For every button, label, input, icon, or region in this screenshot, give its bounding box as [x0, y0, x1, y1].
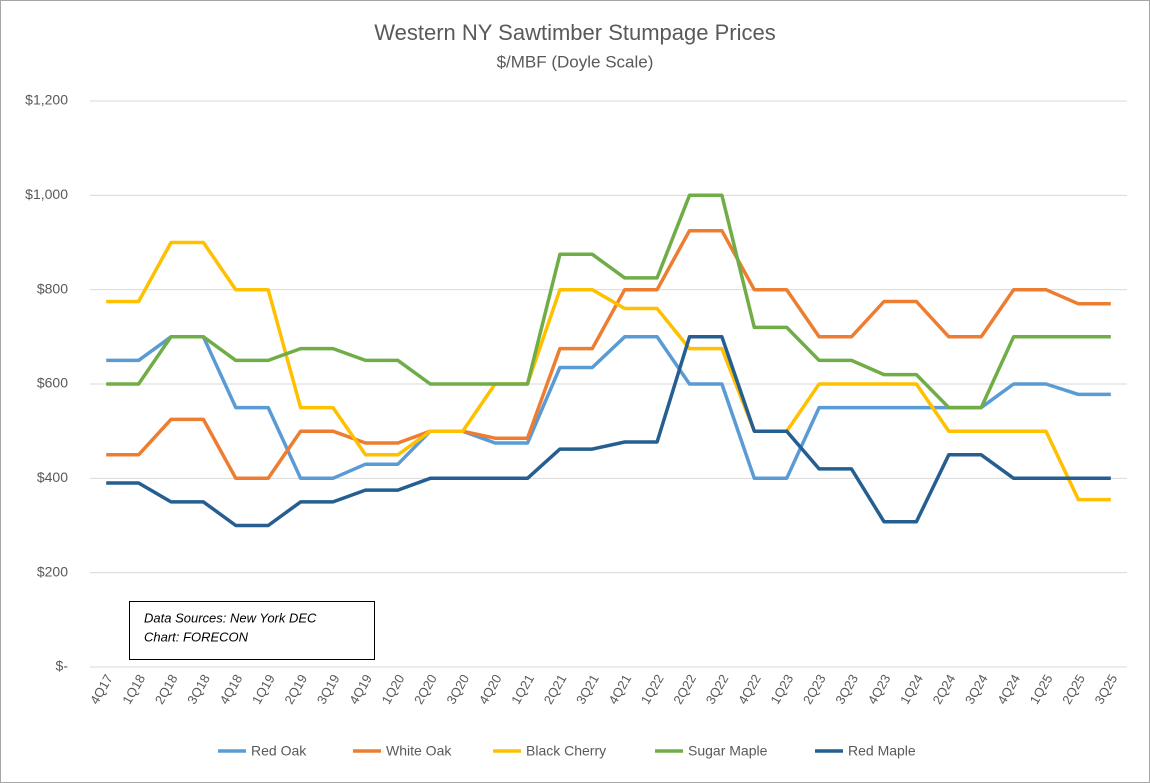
annotation-box [129, 601, 375, 660]
series-line [106, 240, 1111, 502]
y-tick-label: $1,200 [25, 92, 68, 108]
legend-label: Sugar Maple [688, 743, 768, 759]
legend-label: Red Maple [848, 743, 916, 759]
y-tick-label: $1,000 [25, 186, 68, 202]
annotation: Data Sources: New York DEC [144, 610, 317, 625]
series-line [106, 335, 1111, 528]
chart-title: Western NY Sawtimber Stumpage Prices [374, 20, 775, 45]
legend-label: Red Oak [251, 743, 307, 759]
legend-label: White Oak [386, 743, 452, 759]
y-tick-label: $600 [37, 375, 68, 391]
y-tick-label: $200 [37, 563, 68, 579]
y-tick-label: $- [56, 658, 69, 674]
series-line [106, 228, 1111, 481]
chart-subtitle: $/MBF (Doyle Scale) [497, 52, 654, 71]
series-line [106, 193, 1111, 410]
annotation: Chart: FORECON [144, 629, 249, 644]
y-tick-label: $400 [37, 469, 68, 485]
series-line [106, 335, 1111, 481]
legend-label: Black Cherry [526, 743, 606, 759]
y-tick-label: $800 [37, 280, 68, 296]
